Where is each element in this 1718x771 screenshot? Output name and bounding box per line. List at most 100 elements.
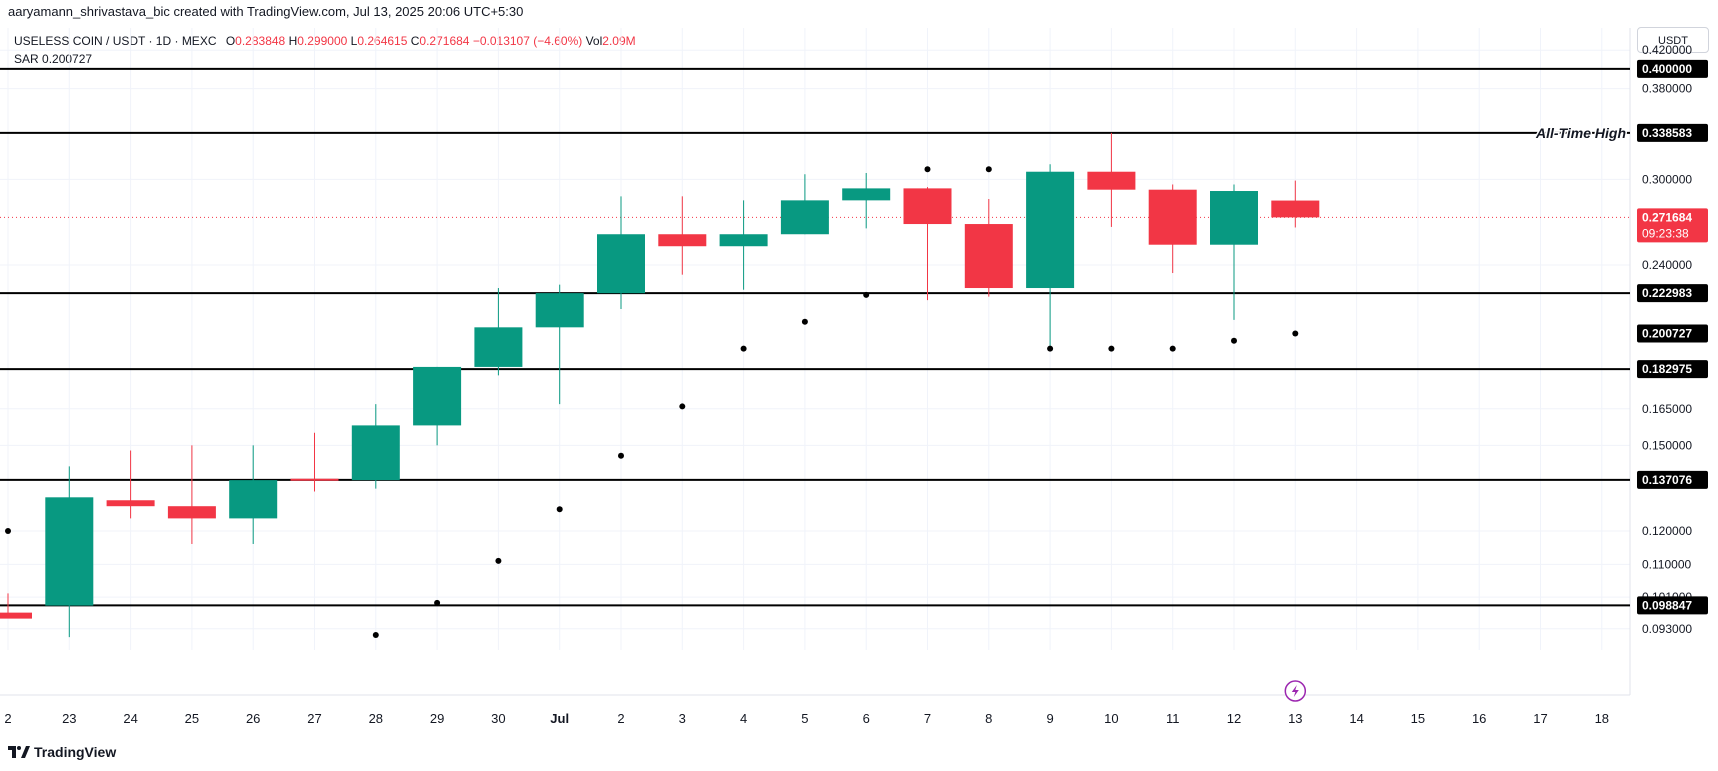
y-tick-label: 0.240000 [1642, 258, 1692, 272]
x-tick-label: 25 [185, 711, 199, 726]
sar-value: 0.200727 [42, 52, 93, 66]
sar-price-label: 0.200727 [1642, 327, 1692, 341]
volume-label: Vol [585, 34, 603, 48]
candle [45, 466, 94, 638]
candle [597, 196, 645, 309]
close-label: C [410, 34, 420, 48]
x-tick-label: 7 [924, 711, 931, 726]
x-tick-label: Jul [550, 711, 569, 726]
x-tick-label: 5 [801, 711, 808, 726]
x-tick-label: 27 [307, 711, 321, 726]
sar-dot [495, 557, 502, 564]
level-price-tag [1637, 123, 1708, 142]
y-tick-label: 0.120000 [1642, 524, 1692, 538]
current-price-tag [1637, 208, 1708, 243]
candle-body [842, 188, 891, 201]
candle-body [1148, 189, 1197, 245]
candle-body [964, 224, 1013, 289]
event-icon-bolt [1291, 685, 1299, 697]
candle-body [45, 497, 94, 606]
candle-body [719, 234, 768, 247]
candle [0, 593, 32, 619]
candle-body [597, 234, 645, 294]
chart-legend: USELESS COIN / USDT · 1D · MEXC O0.28384… [14, 32, 636, 68]
sar-dot [679, 403, 686, 410]
candle [1087, 132, 1136, 227]
x-tick-label: 18 [1595, 711, 1609, 726]
y-tick-label: 0.380000 [1642, 82, 1692, 96]
logo-text: TradingView [34, 744, 117, 760]
level-price-tag [1637, 470, 1708, 489]
y-tick-label: 0.110000 [1642, 557, 1691, 571]
x-tick-label: 24 [123, 711, 137, 726]
candle-body [290, 478, 339, 481]
level-price-label: 0.400000 [1642, 62, 1692, 76]
x-tick-label: 4 [740, 711, 747, 726]
candle [658, 196, 707, 275]
candle [964, 199, 1013, 297]
symbol-title[interactable]: USELESS COIN / USDT · 1D · MEXC [14, 34, 217, 48]
sar-dots [5, 166, 1299, 639]
x-tick-label: 10 [1104, 711, 1118, 726]
chart-credit: aaryamann_shrivastava_bic created with T… [8, 4, 524, 19]
y-tick-label: 0.093000 [1642, 622, 1692, 636]
candle-body [229, 480, 278, 519]
candle-body [780, 200, 829, 235]
candle [413, 366, 462, 446]
candle-body [106, 500, 155, 507]
open-value: 0.283848 [235, 34, 286, 48]
x-tick-label: 29 [430, 711, 444, 726]
tradingview-logo-icon [8, 746, 30, 758]
sar-dot [618, 452, 624, 459]
sar-dot [985, 166, 992, 173]
x-tick-label: 12 [1227, 711, 1241, 726]
tradingview-logo: TradingView [8, 744, 116, 760]
low-value: 0.264615 [357, 34, 408, 48]
high-value: 0.299000 [297, 34, 348, 48]
sar-dot [1169, 345, 1176, 352]
level-price-tag [1637, 596, 1708, 615]
y-tick-label: 0.300000 [1642, 172, 1692, 186]
x-tick-label: 11 [1166, 711, 1180, 726]
candle-body [167, 506, 216, 519]
close-value: 0.271684 [419, 34, 470, 48]
x-tick-label: 23 [62, 711, 76, 726]
sar-dot [556, 506, 563, 513]
sar-label[interactable]: SAR [14, 52, 39, 66]
candle [719, 200, 768, 290]
x-tick-label: 16 [1472, 711, 1486, 726]
countdown-label: 09:23:38 [1642, 226, 1689, 240]
candle-body [413, 366, 462, 426]
candle-body [1210, 191, 1258, 245]
candle-body [474, 327, 523, 367]
y-tick-label: 0.165000 [1642, 402, 1692, 416]
candle-body [535, 293, 584, 328]
candle-body [1026, 171, 1075, 289]
currency-button[interactable]: USDT [1637, 27, 1709, 53]
current-price-label: 0.271684 [1642, 210, 1692, 224]
lightning-bolt-icon[interactable] [1284, 680, 1307, 702]
sar-dot [1292, 330, 1299, 337]
candle [106, 450, 155, 519]
x-tick-label: 15 [1411, 711, 1425, 726]
change-value: −0.013107 (−4.60%) [472, 34, 583, 48]
candle [1148, 184, 1197, 274]
candle-body [903, 188, 952, 225]
low-label: L [350, 34, 358, 48]
x-tick-label: 17 [1533, 711, 1547, 726]
level-price-label: 0.182975 [1642, 362, 1692, 376]
candle [167, 445, 216, 544]
x-tick-label: 13 [1288, 711, 1302, 726]
sar-dot [372, 632, 379, 639]
sar-row: SAR 0.200727 [14, 50, 636, 68]
sar-dot [924, 166, 931, 173]
x-tick-label: 6 [863, 711, 870, 726]
candle [474, 288, 523, 376]
x-tick-label: 2 [4, 711, 11, 726]
candle-body [1271, 200, 1320, 218]
sar-dot [434, 599, 441, 606]
x-tick-label: 9 [1046, 711, 1053, 726]
candle [842, 172, 891, 229]
volume-value: 2.09M [602, 34, 636, 48]
